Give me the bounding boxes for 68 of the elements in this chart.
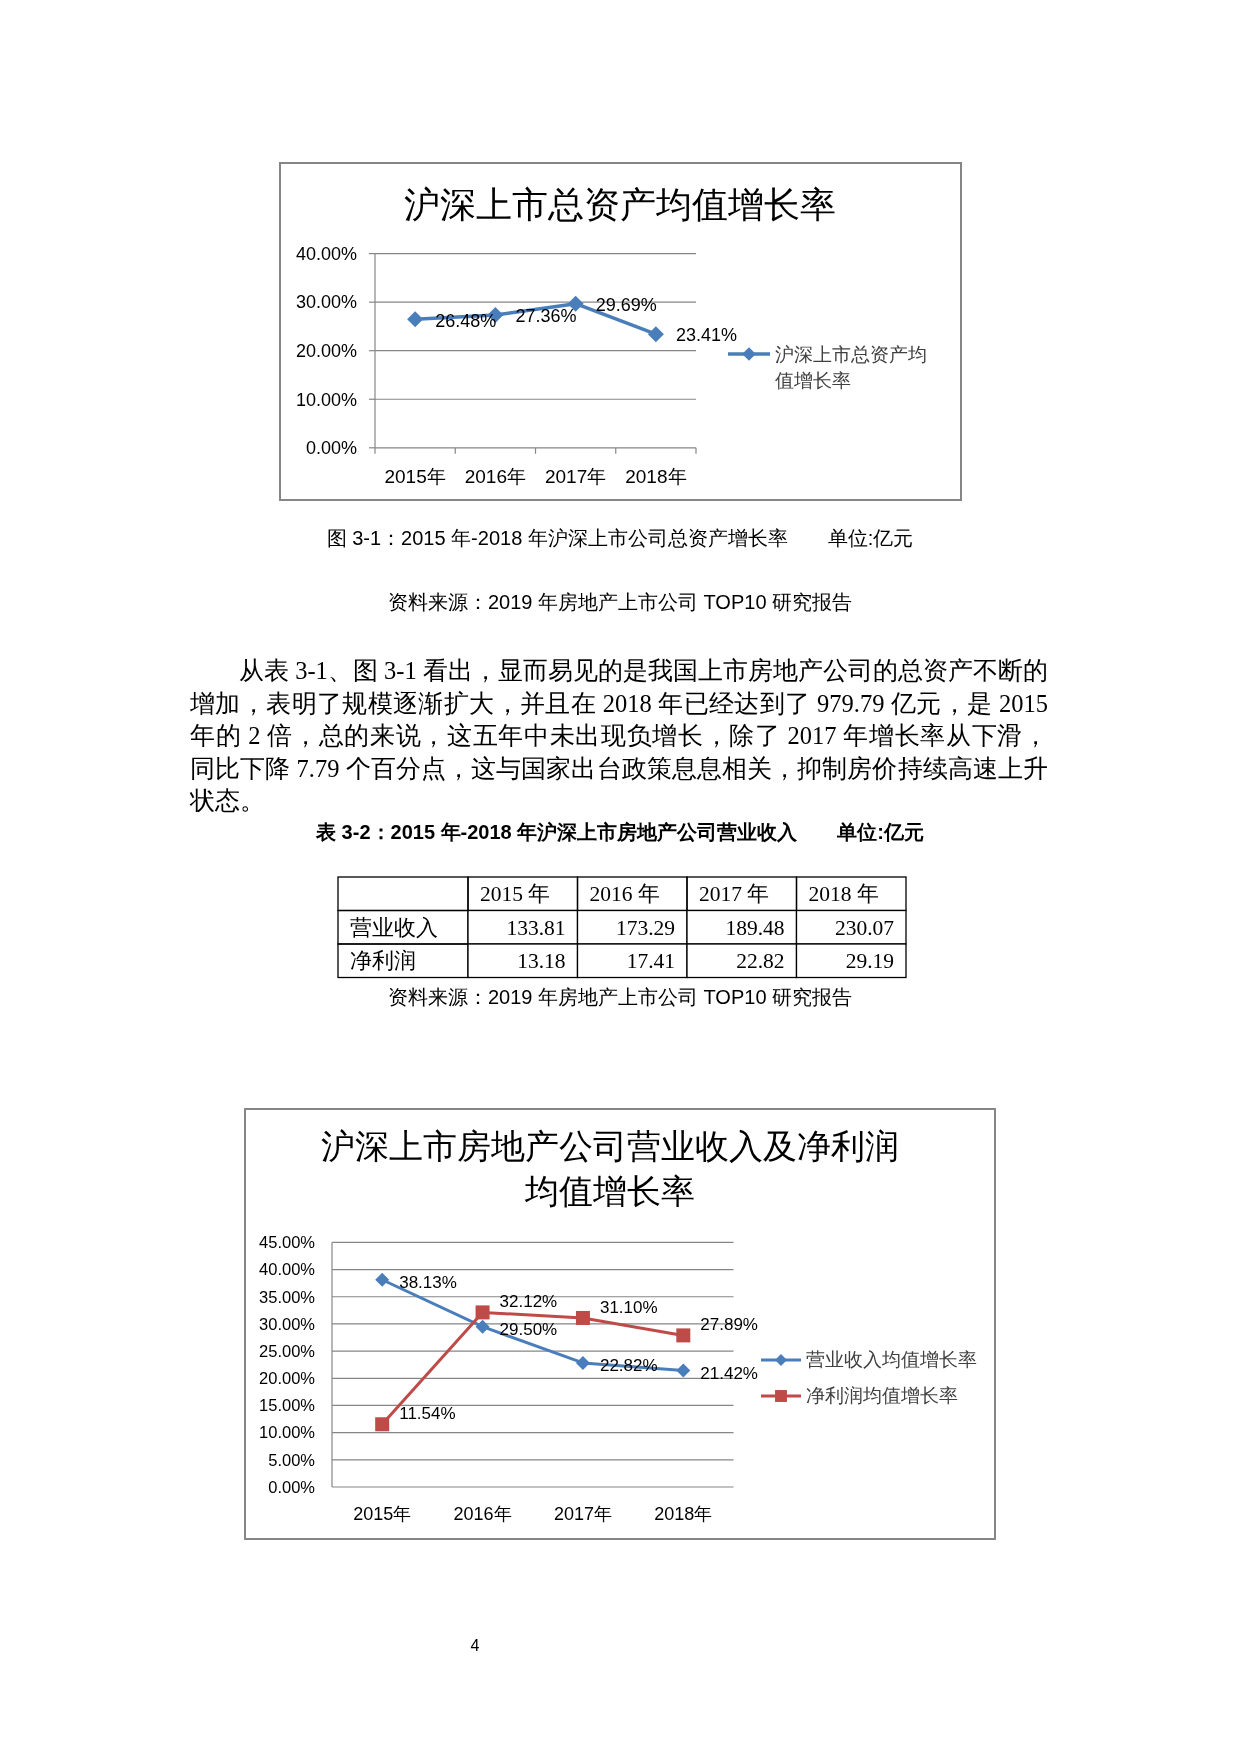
y-tick-label: 20.00%: [295, 341, 357, 361]
x-tick-label: 2017年: [553, 1504, 612, 1524]
text: 从表 3-1、图 3-1 看出，显而易见的是我国上市房地产公司的总资产不断的增加，表明了规模逐渐扩大，并且在 2018 年已经达到了 979.79 亿元，是 2015 年的 2 倍，总的来说，这五年中未出现负增长，除了 2017 年增长率从下滑，同比下降 7.79 个百分点，这与国家出台政策息息相关，抑制房价持续高速上升状态。: [190, 656, 1048, 816]
x-tick-label: 2016年: [464, 466, 527, 487]
title: 沪深上市总资产均值增长率: [404, 184, 836, 225]
data-label: 189.48: [725, 915, 785, 940]
y-tick-label: 20.00%: [259, 1369, 316, 1388]
data-label: 27.89%: [700, 1315, 758, 1335]
x-tick-label: 2015 年: [480, 882, 551, 907]
y-tick-label: 5.00%: [268, 1450, 316, 1469]
data-label: 23.41%: [675, 325, 737, 346]
point: [575, 1310, 590, 1325]
x-tick-label: 2017 年: [699, 882, 770, 907]
title: 表 3-2：2015 年-2018 年沪深上市房地产公司营业收入 单位:亿元: [316, 821, 924, 843]
y-tick-label: 40.00%: [295, 243, 357, 264]
point: [647, 326, 664, 343]
data-label: 32.12%: [499, 1292, 558, 1312]
data-label: 31.10%: [599, 1297, 658, 1317]
data-label: 27.36%: [515, 306, 577, 327]
data-label: 230.07: [834, 915, 895, 940]
y-tick-label: 30.00%: [259, 1314, 316, 1333]
text: 4: [470, 1637, 480, 1654]
y-tick-label: 0.00%: [305, 438, 357, 459]
data-label: 29.19: [845, 949, 894, 974]
title: 沪深上市房地产公司营业收入及净利润均值增长率: [321, 1127, 899, 1210]
data-label: 13.18: [517, 949, 566, 974]
point: [475, 1319, 490, 1334]
x-tick-label: 2018年: [625, 466, 687, 487]
point: [375, 1417, 390, 1432]
point: [676, 1363, 691, 1378]
legend-label: 沪深上市总资产均值增长率: [775, 343, 927, 391]
text: 资料来源：2019 年房地产上市公司 TOP10 研究报告: [387, 591, 853, 613]
point: [375, 1272, 390, 1287]
x-tick-label: 2015年: [353, 1504, 412, 1524]
data-label: 29.69%: [595, 294, 657, 315]
legend-label: 营业收入均值增长率: [806, 1349, 977, 1371]
y-tick-label: 净利润: [350, 949, 416, 974]
text: 资料来源：2019 年房地产上市公司 TOP10 研究报告: [387, 986, 853, 1008]
legend-label: 净利润均值增长率: [806, 1385, 958, 1407]
y-tick-label: 10.00%: [295, 389, 357, 410]
data-label: 17.41: [626, 949, 675, 974]
y-tick-label: 40.00%: [259, 1260, 316, 1279]
y-tick-label: 0.00%: [268, 1477, 316, 1496]
data-label: 173.29: [615, 915, 675, 940]
x-tick-label: 2015年: [384, 466, 446, 487]
data-label: 22.82: [736, 949, 785, 974]
x-tick-label: 2018 年: [808, 882, 879, 907]
x-tick-label: 2016年: [453, 1504, 512, 1524]
x-tick-label: 2016 年: [589, 882, 660, 907]
y-tick-label: 营业收入: [350, 915, 438, 940]
y-tick-label: 15.00%: [259, 1396, 316, 1415]
x-tick-label: 2017年: [544, 466, 607, 487]
y-tick-label: 10.00%: [259, 1423, 316, 1442]
data-label: 29.50%: [499, 1319, 558, 1339]
point: [475, 1305, 490, 1320]
data-label: 21.42%: [700, 1363, 758, 1383]
caption: 图 3-1：2015 年-2018 年沪深上市公司总资产增长率 单位:亿元: [326, 527, 914, 549]
point: [575, 1355, 590, 1370]
point: [407, 311, 424, 328]
point: [676, 1328, 691, 1343]
y-tick-label: 45.00%: [259, 1233, 316, 1252]
data-label: 38.13%: [399, 1272, 457, 1292]
x-tick-label: 2018年: [654, 1504, 713, 1524]
y-tick-label: 35.00%: [259, 1287, 316, 1306]
data-label: 11.54%: [399, 1404, 456, 1424]
y-tick-label: 25.00%: [259, 1341, 316, 1360]
y-tick-label: 30.00%: [295, 292, 357, 313]
data-label: 133.81: [506, 915, 566, 940]
